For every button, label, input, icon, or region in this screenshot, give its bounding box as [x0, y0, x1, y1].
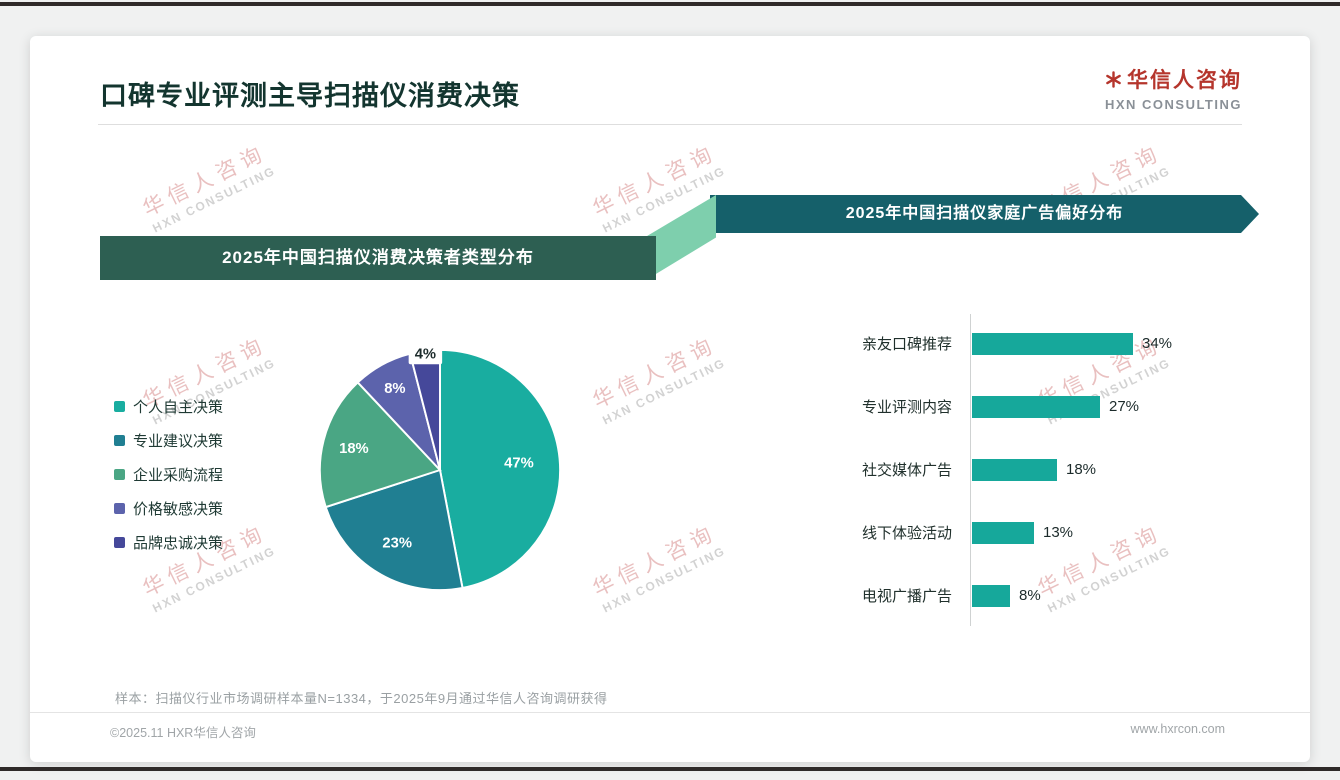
bar-row: 亲友口碑推荐 34%	[840, 312, 1280, 375]
bar-row: 专业评测内容 27%	[840, 375, 1280, 438]
sample-note: 样本：扫描仪行业市场调研样本量N=1334，于2025年9月通过华信人咨询调研获…	[115, 691, 608, 706]
legend-item: 企业采购流程	[114, 464, 223, 485]
watermark-en: HXN CONSULTING	[150, 163, 278, 236]
brand-name-en: HXN CONSULTING	[1104, 97, 1242, 112]
bar-row: 线下体验活动 13%	[840, 501, 1280, 564]
bar-value-label: 34%	[1142, 335, 1173, 352]
brand-logo-cn: 华信人咨询	[1105, 64, 1242, 94]
header-divider	[98, 124, 1242, 125]
bar-category-label: 电视广播广告	[861, 588, 952, 605]
pie-value-label: 18%	[339, 441, 369, 457]
bar-value-label: 8%	[1019, 587, 1041, 604]
watermark-cn: 华信人咨询	[589, 333, 721, 413]
legend-item: 个人自主决策	[114, 396, 223, 417]
pie-value-label: 47%	[504, 455, 534, 471]
legend-item: 品牌忠诚决策	[114, 532, 223, 553]
bar-value-label: 18%	[1066, 461, 1097, 478]
bar-category-label: 亲友口碑推荐	[861, 336, 952, 353]
legend-swatch	[114, 435, 125, 446]
top-edge-line	[0, 2, 1340, 6]
legend-label: 专业建议决策	[133, 433, 224, 450]
page-title: 口碑专业评测主导扫描仪消费决策	[100, 81, 520, 111]
legend-swatch	[114, 469, 125, 480]
footer-copyright: ©2025.11 HXR华信人咨询	[110, 726, 256, 740]
watermark-cn: 华信人咨询	[589, 521, 721, 601]
report-slide: 华信人咨询 HXN CONSULTING 华信人咨询 HXN CONSULTING 华信…	[30, 36, 1310, 762]
pie-chart: 47% 23% 18% 8% 4%	[318, 342, 562, 592]
legend-label: 品牌忠诚决策	[133, 535, 224, 552]
bar-chart: 亲友口碑推荐 34% 专业评测内容 27% 社交媒体广告 18% 线下体验活动 13% 电视广播…	[840, 312, 1280, 630]
footer-divider	[30, 712, 1310, 713]
pie-slice-1	[324, 468, 464, 592]
bar-category-label: 社交媒体广告	[861, 462, 952, 479]
legend-swatch	[114, 537, 125, 548]
bar-category-label: 线下体验活动	[861, 525, 952, 542]
watermark-en: HXN CONSULTING	[600, 543, 728, 616]
legend-swatch	[114, 401, 125, 412]
pie-chart-wrap: 47% 23% 18% 8% 4%	[312, 342, 568, 598]
pie-value-label: 23%	[382, 535, 412, 551]
bar-segment	[972, 332, 1133, 355]
legend-item: 专业建议决策	[114, 430, 223, 451]
bar-row: 电视广播广告 8%	[840, 564, 1280, 627]
bar-row: 社交媒体广告 18%	[840, 438, 1280, 501]
legend-swatch	[114, 503, 125, 514]
bar-chart-title-banner: 2025年中国扫描仪家庭广告偏好分布	[710, 195, 1259, 233]
pie-chart-title-banner: 2025年中国扫描仪消费决策者类型分布	[100, 236, 656, 280]
bar-value-label: 27%	[1109, 398, 1140, 415]
pie-value-label: 4%	[415, 346, 436, 362]
bottom-edge-line	[0, 767, 1340, 771]
brand-name-cn: 华信人咨询	[1127, 69, 1242, 92]
bar-segment	[972, 584, 1010, 607]
bar-segment	[972, 458, 1057, 481]
bar-segment	[972, 395, 1100, 418]
pie-legend: 个人自主决策 专业建议决策 企业采购流程 价格敏感决策 品牌忠诚决策	[114, 396, 223, 566]
brand-logo: 华信人咨询 HXN CONSULTING	[1105, 64, 1242, 112]
bar-value-label: 13%	[1043, 524, 1074, 541]
legend-label: 企业采购流程	[133, 467, 224, 484]
footer-website: www.hxrcon.com	[1130, 722, 1225, 736]
legend-item: 价格敏感决策	[114, 498, 223, 519]
pie-slice-2	[318, 381, 442, 509]
watermark-en: HXN CONSULTING	[600, 355, 728, 428]
asterisk-logo-icon	[1105, 70, 1122, 88]
banner-connector-ribbon	[646, 195, 716, 280]
bar-segment	[972, 521, 1034, 544]
pie-slice-0	[439, 348, 562, 590]
bar-chart-axis	[970, 314, 971, 626]
watermark-cn: 华信人咨询	[139, 141, 271, 221]
pie-label-chip	[408, 342, 443, 365]
legend-label: 价格敏感决策	[133, 501, 224, 518]
bar-category-label: 专业评测内容	[861, 399, 952, 416]
pie-value-label: 8%	[384, 381, 405, 397]
legend-label: 个人自主决策	[133, 399, 224, 416]
